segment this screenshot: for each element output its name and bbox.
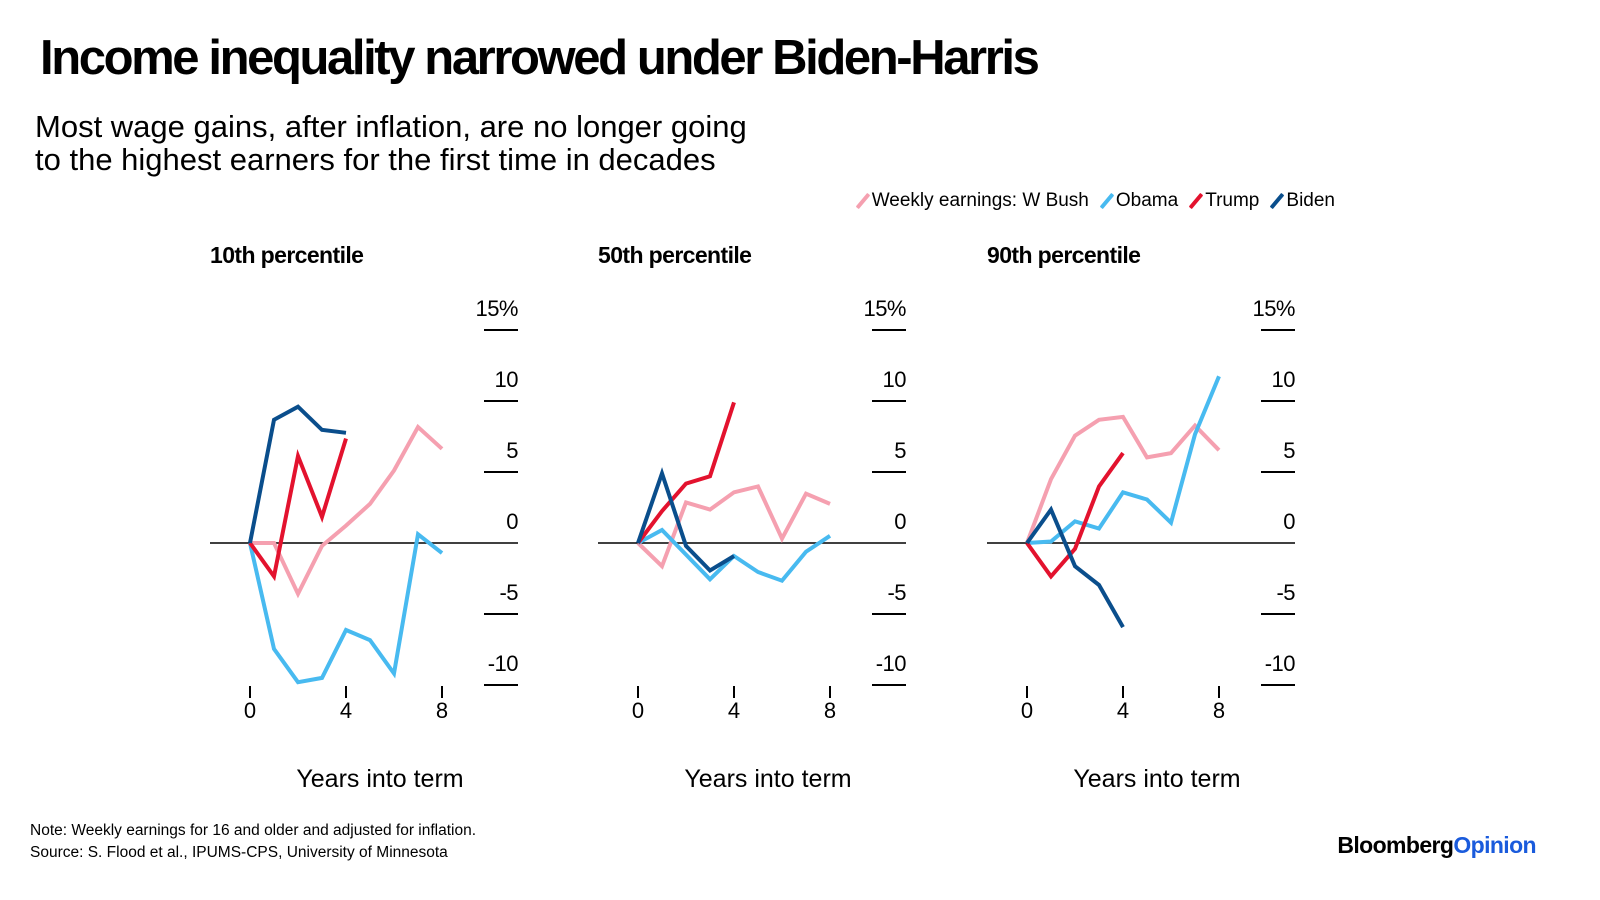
chart-3-y-tick-label-5: -10 [1265, 651, 1296, 676]
source-note: Note: Weekly earnings for 16 and older a… [30, 820, 476, 864]
brand-opinion: Opinion [1453, 832, 1536, 858]
chart-1-y-tick-label-4: -5 [499, 580, 518, 605]
legend-item-trump: Trump [1188, 190, 1260, 212]
chart-1-x-tick-label-1: 4 [340, 698, 352, 723]
brand-bloomberg: Bloomberg [1337, 832, 1454, 858]
legend-label-trump: Trump [1205, 190, 1260, 211]
chart-1-series-w-bush-line [250, 423, 444, 599]
chart-2-x-tick-label-2: 8 [824, 698, 836, 723]
chart-2-x-axis-label: Years into term [684, 765, 851, 793]
chart-1-x-tick-label-0: 0 [244, 698, 256, 723]
subtitle-line-1: Most wage gains, after inflation, are no… [35, 109, 747, 144]
chart-3-y-tick-label-3: 0 [1283, 509, 1295, 534]
legend-label-biden: Biden [1286, 190, 1335, 211]
chart-2-y-tick-label-5: -10 [876, 651, 907, 676]
chart-3-y-tick-label-0: 15% [1252, 296, 1295, 321]
chart-3-series-obama-line [1026, 375, 1221, 545]
legend-item-biden: Biden [1270, 190, 1335, 212]
chart-3-x-tick-label-2: 8 [1213, 698, 1225, 723]
chart-3-title: 90th percentile [987, 242, 1140, 268]
legend: Weekly earnings: W Bush Obama Trump Bide… [855, 190, 1335, 212]
chart-2-y-tick-label-4: -5 [887, 580, 906, 605]
chart-3-x-tick-label-1: 4 [1117, 698, 1129, 723]
chart-1-y-tick-label-5: -10 [488, 651, 519, 676]
legend-item-w-bush: Weekly earnings: W Bush [855, 190, 1089, 212]
chart-1-y-tick-label-2: 5 [506, 438, 518, 463]
chart-3-x-axis-label: Years into term [1073, 765, 1240, 793]
chart-1-series-obama-line [248, 530, 444, 685]
chart-1-x-axis-label: Years into term [296, 765, 463, 793]
chart-2-y-tick-label-3: 0 [894, 509, 906, 534]
bloomberg-opinion-logo: BloombergOpinion [1337, 832, 1536, 859]
chart-3-series-trump-line [1025, 451, 1125, 580]
chart-2-x-tick-label-0: 0 [632, 698, 644, 723]
chart-3-y-tick-label-1: 10 [1272, 367, 1296, 392]
chart-2-series-w-bush-line [636, 484, 831, 570]
chart-2-series-trump-line [636, 401, 736, 545]
chart-subtitle: Most wage gains, after inflation, are no… [35, 110, 935, 176]
legend-item-obama: Obama [1099, 190, 1179, 212]
note-line: Note: Weekly earnings for 16 and older a… [30, 822, 477, 839]
chart-3-series-w-bush-line [1025, 414, 1221, 544]
chart-3-series-biden-line [1025, 505, 1125, 629]
chart-3-y-tick-label-2: 5 [1283, 438, 1295, 463]
chart-1-y-tick-label-3: 0 [506, 509, 518, 534]
chart-2-y-tick-label-0: 15% [863, 296, 906, 321]
chart-3-y-tick-label-4: -5 [1276, 580, 1295, 605]
chart-2-series-biden-line [636, 467, 736, 574]
legend-label-obama: Obama [1115, 190, 1179, 211]
source-line: Source: S. Flood et al., IPUMS-CPS, Univ… [30, 844, 448, 861]
chart-1-x-tick-label-2: 8 [436, 698, 448, 723]
chart-2-x-tick-label-1: 4 [728, 698, 740, 723]
chart-1-y-tick-label-0: 15% [475, 296, 518, 321]
chart-1-series-biden-line [248, 404, 347, 544]
chart-1-y-tick-label-1: 10 [495, 367, 519, 392]
subtitle-line-2: to the highest earners for the first tim… [35, 142, 716, 177]
chart-3-x-tick-label-0: 0 [1021, 698, 1033, 723]
chart-2-y-tick-label-2: 5 [894, 438, 906, 463]
chart-2-title: 50th percentile [598, 242, 751, 268]
chart-1-series-trump-line [248, 438, 348, 582]
chart-2-y-tick-label-1: 10 [883, 367, 907, 392]
chart-title: Income inequality narrowed under Biden-H… [40, 31, 1040, 85]
chart-1-title: 10th percentile [210, 242, 363, 268]
legend-label-w-bush: Weekly earnings: W Bush [871, 190, 1089, 211]
